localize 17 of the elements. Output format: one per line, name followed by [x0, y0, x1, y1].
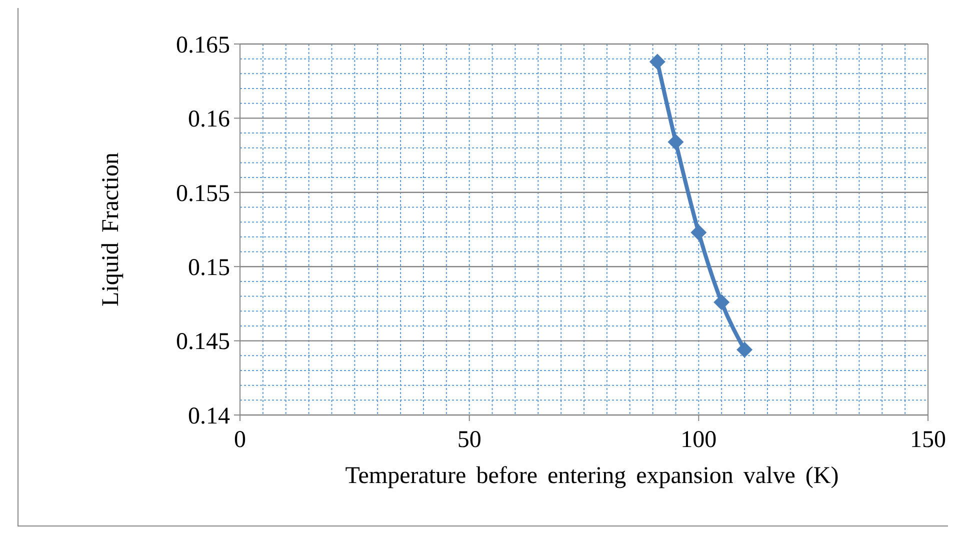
y-tick-label: 0.15 [188, 255, 230, 281]
point [668, 134, 684, 150]
x-tick-label: 100 [680, 427, 717, 453]
y-tick-label: 0.16 [188, 106, 230, 133]
point [736, 342, 753, 358]
x-tick-label: 0 [234, 427, 246, 453]
point [649, 54, 666, 70]
y-axis-title: Liquid Fraction [98, 152, 124, 306]
x-tick-label: 150 [910, 427, 946, 453]
point [690, 224, 707, 240]
y-tick-label: 0.14 [188, 403, 230, 430]
x-axis-title: Temperature before entering expansion valve (K) [345, 463, 839, 489]
y-tick-label: 0.145 [176, 329, 230, 356]
y-tick-label: 0.165 [176, 32, 230, 58]
point [714, 294, 730, 310]
y-tick-label: 0.155 [176, 180, 230, 207]
x-tick-label: 50 [457, 427, 482, 453]
